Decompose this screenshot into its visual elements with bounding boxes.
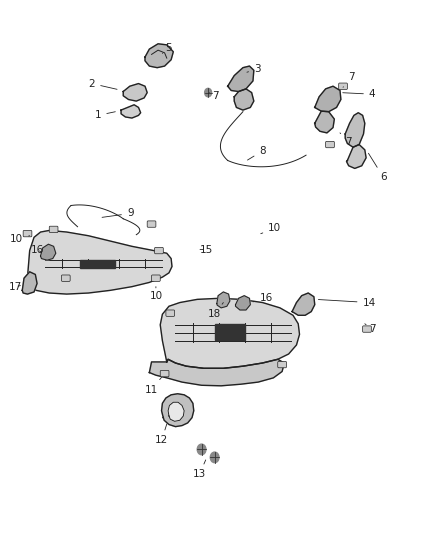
Polygon shape	[80, 260, 115, 268]
Text: 15: 15	[199, 245, 212, 255]
Polygon shape	[228, 66, 254, 92]
Polygon shape	[215, 324, 245, 340]
Text: 7: 7	[343, 72, 355, 87]
Text: 5: 5	[162, 43, 172, 53]
Text: 9: 9	[102, 208, 134, 219]
Polygon shape	[168, 402, 184, 421]
Text: 10: 10	[10, 234, 30, 244]
FancyBboxPatch shape	[152, 275, 160, 281]
FancyBboxPatch shape	[278, 361, 286, 368]
FancyBboxPatch shape	[61, 275, 70, 281]
FancyBboxPatch shape	[166, 310, 175, 317]
Text: 12: 12	[155, 424, 168, 446]
FancyBboxPatch shape	[155, 247, 163, 254]
FancyBboxPatch shape	[363, 326, 371, 332]
Polygon shape	[145, 44, 173, 68]
Circle shape	[197, 444, 206, 455]
Text: 16: 16	[253, 293, 272, 303]
Polygon shape	[162, 394, 194, 426]
FancyBboxPatch shape	[23, 230, 32, 237]
Polygon shape	[149, 359, 284, 386]
Polygon shape	[123, 84, 147, 101]
Polygon shape	[345, 113, 365, 147]
Text: 4: 4	[343, 89, 375, 99]
Polygon shape	[236, 296, 251, 310]
Text: 17: 17	[9, 281, 22, 292]
Text: 2: 2	[88, 78, 117, 90]
Text: 3: 3	[247, 64, 261, 74]
Text: 16: 16	[31, 245, 44, 255]
Polygon shape	[217, 292, 230, 308]
Polygon shape	[121, 105, 141, 118]
Text: 6: 6	[368, 154, 387, 182]
Polygon shape	[160, 298, 300, 368]
Polygon shape	[28, 230, 172, 294]
Text: 1: 1	[95, 110, 115, 120]
FancyBboxPatch shape	[49, 226, 58, 232]
FancyBboxPatch shape	[325, 141, 334, 148]
Polygon shape	[292, 293, 315, 316]
Polygon shape	[234, 89, 254, 110]
FancyBboxPatch shape	[147, 221, 156, 227]
Text: 8: 8	[247, 146, 266, 160]
Text: 7: 7	[209, 91, 219, 101]
FancyBboxPatch shape	[339, 83, 347, 90]
Circle shape	[210, 452, 219, 463]
Polygon shape	[41, 244, 56, 260]
Text: 7: 7	[340, 133, 352, 147]
FancyBboxPatch shape	[160, 370, 169, 377]
Text: 14: 14	[318, 297, 376, 308]
Text: 10: 10	[261, 223, 281, 233]
Text: 10: 10	[149, 287, 162, 301]
Circle shape	[205, 88, 212, 97]
Polygon shape	[346, 144, 366, 168]
Polygon shape	[22, 272, 37, 294]
Text: 13: 13	[193, 460, 206, 479]
Polygon shape	[315, 111, 334, 133]
Text: 11: 11	[145, 377, 162, 394]
Text: 7: 7	[365, 324, 375, 334]
Polygon shape	[315, 86, 341, 112]
Text: 18: 18	[208, 303, 223, 319]
